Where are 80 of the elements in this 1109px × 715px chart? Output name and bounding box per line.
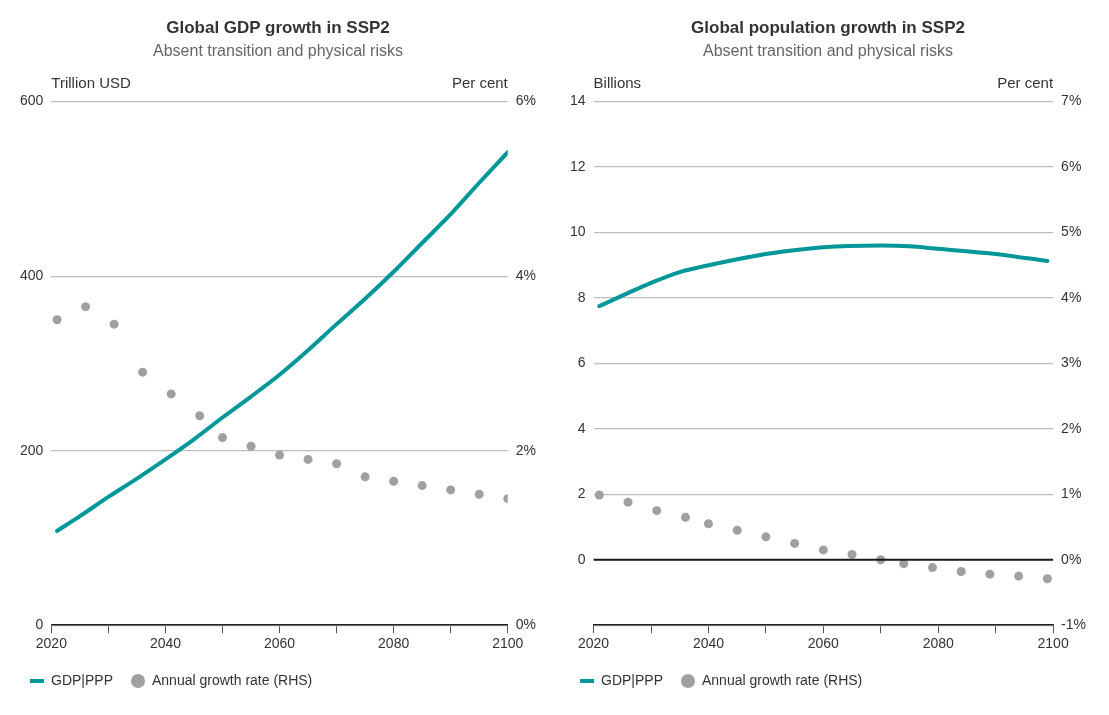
y2-tick-label: 6% — [1061, 157, 1082, 174]
point — [166, 389, 176, 399]
point — [332, 459, 342, 469]
point — [138, 367, 148, 377]
y2-tick-label: 0% — [1061, 550, 1082, 567]
y2-tick-label: 7% — [1061, 92, 1082, 109]
x-tick-label: 2040 — [149, 635, 182, 652]
y2-tick-label: -1% — [1061, 616, 1087, 633]
y-axis-title: Billions — [593, 74, 642, 92]
point — [703, 519, 713, 529]
y2-tick-label: 4% — [515, 266, 536, 283]
point — [847, 550, 857, 560]
point — [652, 506, 662, 516]
y2-tick-label: 3% — [1061, 354, 1082, 371]
y-axis-title: Trillion USD — [51, 74, 131, 92]
y-tick-label: 6 — [577, 354, 586, 371]
y-tick-label: 600 — [20, 92, 44, 109]
point — [417, 481, 427, 491]
y2-axis-title: Per cent — [997, 74, 1054, 92]
y-tick-label: 8 — [577, 288, 586, 305]
point — [474, 489, 484, 499]
legend-label: Annual growth rate (RHS) — [151, 671, 313, 688]
y2-tick-label: 6% — [515, 92, 536, 109]
legend-label: Annual growth rate (RHS) — [701, 671, 863, 688]
y2-tick-label: 2% — [1061, 419, 1082, 436]
y2-tick-label: 5% — [1061, 223, 1082, 240]
y-tick-label: 0 — [577, 550, 586, 567]
y-tick-label: 400 — [20, 266, 44, 283]
point — [446, 485, 456, 495]
chart-subtitle: Absent transition and physical risks — [153, 42, 403, 60]
y2-tick-label: 1% — [1061, 485, 1082, 502]
legend-label: GDP|PPP — [601, 671, 663, 688]
x-tick-label: 2080 — [922, 635, 954, 652]
x-tick-label: 2060 — [263, 635, 296, 652]
x-tick-label: 2020 — [35, 635, 68, 652]
point — [389, 476, 399, 486]
line-series — [597, 243, 1050, 309]
y-tick-label: 4 — [577, 419, 586, 436]
point — [790, 538, 800, 548]
point — [927, 563, 937, 573]
point — [818, 545, 828, 555]
point — [1042, 574, 1052, 584]
point — [956, 567, 966, 577]
x-tick-label: 2040 — [692, 635, 725, 652]
point — [303, 454, 313, 464]
y2-tick-label: 0% — [515, 616, 536, 633]
chart-title: Global GDP growth in SSP2 — [166, 17, 390, 37]
point — [109, 319, 119, 329]
y2-tick-label: 4% — [1061, 288, 1082, 305]
y-tick-label: 14 — [569, 92, 586, 109]
point — [680, 512, 690, 522]
x-tick-label: 2020 — [577, 635, 610, 652]
point — [52, 315, 62, 325]
y-tick-label: 12 — [569, 157, 586, 174]
chart-title: Global population growth in SSP2 — [691, 17, 965, 37]
point — [761, 532, 771, 542]
point — [246, 441, 256, 451]
x-tick-label: 2060 — [807, 635, 840, 652]
y2-axis-title: Per cent — [451, 74, 509, 92]
point — [732, 525, 742, 535]
point — [360, 472, 370, 482]
x-tick-label: 2100 — [1037, 635, 1069, 652]
x-tick-label: 2080 — [378, 635, 410, 652]
point — [985, 569, 995, 579]
y-tick-label: 10 — [569, 223, 586, 240]
x-tick-label: 2100 — [492, 635, 524, 652]
point — [594, 490, 604, 500]
y2-tick-label: 2% — [515, 441, 536, 458]
point — [195, 411, 205, 421]
chart-subtitle: Absent transition and physical risks — [703, 42, 953, 60]
y-tick-label: 200 — [20, 441, 44, 458]
point — [623, 497, 633, 507]
y-tick-label: 0 — [35, 616, 44, 633]
point — [1014, 571, 1024, 581]
line-series — [55, 150, 508, 533]
point — [275, 450, 285, 460]
legend-label: GDP|PPP — [51, 671, 113, 688]
point — [81, 302, 91, 312]
y-tick-label: 2 — [577, 485, 586, 502]
point — [218, 433, 228, 443]
